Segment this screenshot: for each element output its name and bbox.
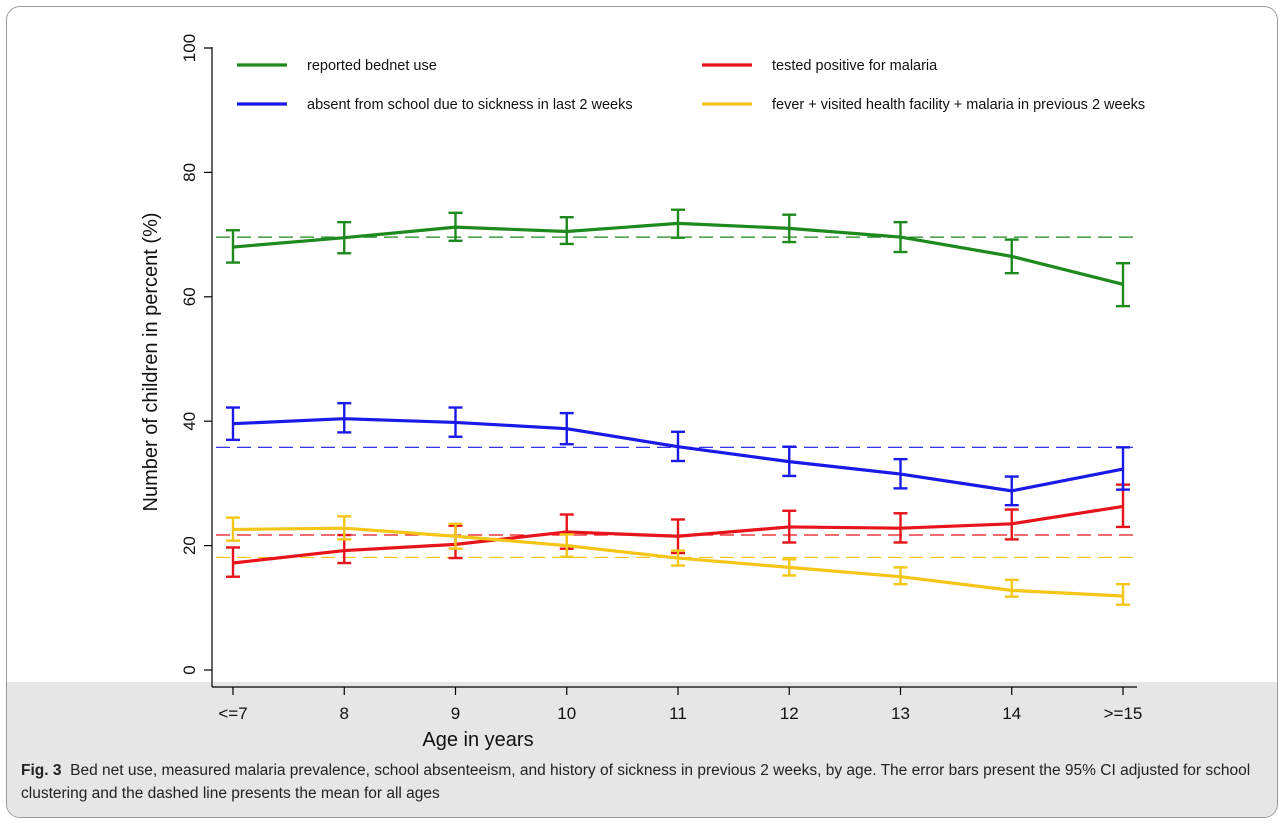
y-tick-label: 100: [180, 34, 199, 62]
legend-label: absent from school due to sickness in la…: [307, 97, 633, 113]
legend-label: reported bednet use: [307, 58, 437, 74]
y-tick-label: 40: [180, 412, 199, 431]
legend-label: fever + visited health facility + malari…: [772, 97, 1145, 113]
figure-label: Fig. 3: [21, 762, 62, 779]
y-axis-title: Number of children in percent (%): [140, 212, 162, 511]
x-tick-label: 12: [780, 704, 799, 723]
x-tick-label: 11: [669, 704, 687, 723]
legend-label: tested positive for malaria: [772, 58, 938, 74]
x-tick-label: 14: [1002, 704, 1021, 723]
y-tick-label: 60: [180, 287, 199, 306]
x-tick-label: 10: [557, 704, 576, 723]
x-tick-label: <=7: [218, 704, 247, 723]
line-chart: 0 20 40 60 80 100 <=7 8 9 10 11 12 13 14 >=15 Age in ye…: [140, 34, 1145, 751]
figure-frame: 0 20 40 60 80 100 <=7 8 9 10 11 12 13 14 >=15 Age in ye…: [6, 6, 1278, 818]
x-tick-label: 8: [340, 704, 349, 723]
x-tick-label: 9: [451, 704, 460, 723]
y-tick-label: 80: [180, 163, 199, 182]
figure-caption: Fig. 3 Bed net use, measured malaria pre…: [21, 759, 1263, 805]
x-tick-label: 13: [891, 704, 910, 723]
y-tick-label: 0: [180, 665, 199, 674]
figure-caption-text: Bed net use, measured malaria prevalence…: [21, 762, 1251, 802]
x-tick-label: >=15: [1104, 704, 1143, 723]
y-tick-label: 20: [180, 536, 199, 555]
x-axis-title: Age in years: [422, 729, 533, 751]
caption-background: [7, 682, 1277, 817]
